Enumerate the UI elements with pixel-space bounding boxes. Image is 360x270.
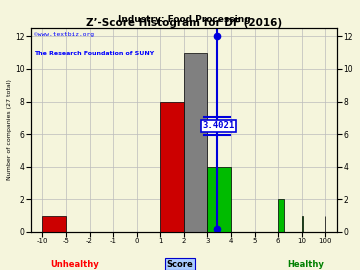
Text: Unhealthy: Unhealthy: [50, 260, 99, 269]
Text: 3.4021: 3.4021: [202, 122, 234, 130]
Bar: [278, 199, 284, 232]
Text: Healthy: Healthy: [287, 260, 324, 269]
Text: Industry: Food Processing: Industry: Food Processing: [118, 15, 250, 24]
Bar: [207, 167, 231, 232]
Title: Z’-Score Histogram for DF (2016): Z’-Score Histogram for DF (2016): [86, 18, 282, 28]
Y-axis label: Number of companies (27 total): Number of companies (27 total): [7, 80, 12, 180]
Bar: [302, 216, 303, 232]
Bar: [184, 53, 207, 232]
Bar: [42, 216, 66, 232]
Text: The Research Foundation of SUNY: The Research Foundation of SUNY: [34, 50, 154, 56]
Text: ©www.textbiz.org: ©www.textbiz.org: [34, 32, 94, 37]
Text: Score: Score: [167, 260, 193, 269]
Bar: [160, 102, 184, 232]
